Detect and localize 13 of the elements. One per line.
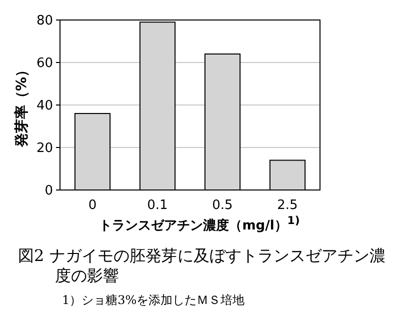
y-tick-label: 0 — [44, 184, 53, 198]
y-tick-label: 40 — [36, 98, 53, 114]
x-tick-label: 0.5 — [212, 198, 233, 213]
text: 図2 ナガイモの胚発芽に及ぼすトランスゼアチン濃度の影響 — [18, 246, 386, 286]
x-tick-label: 0.1 — [147, 198, 168, 213]
x-axis-title: トランスゼアチン濃度（mg/l）$^{1)}$ — [98, 214, 301, 234]
x-tick-label: 2.5 — [277, 198, 298, 213]
y-tick-label: 60 — [36, 56, 53, 71]
y-tick-label: 80 — [36, 14, 53, 28]
text: 1）ショ糖3%を添加したＭＳ培地 — [62, 292, 245, 309]
x-tick-label: 0 — [88, 198, 97, 213]
y-tick-label: 20 — [36, 141, 53, 156]
y-axis-title: 発芽率（%） — [13, 62, 30, 148]
